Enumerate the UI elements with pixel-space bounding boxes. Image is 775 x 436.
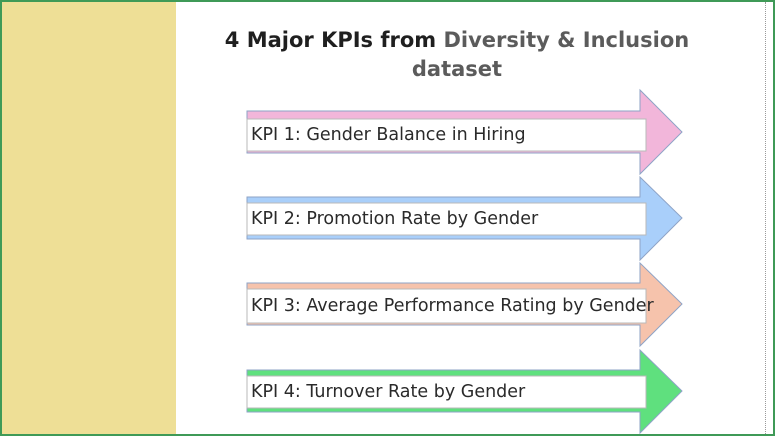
kpi-arrow-2 xyxy=(246,175,683,262)
title-accent: Diversity & Inclusion dataset xyxy=(411,28,690,81)
kpi-label-box-4 xyxy=(246,375,647,409)
kpi-label-2: KPI 2: Promotion Rate by Gender xyxy=(251,209,539,229)
kpi-arrow-1 xyxy=(246,88,683,176)
kpi-arrow-4 xyxy=(246,348,683,435)
kpi-label-box-2 xyxy=(246,202,647,236)
title-lead: 4 Major KPIs from xyxy=(224,28,444,52)
kpi-label-4: KPI 4: Turnover Rate by Gender xyxy=(251,382,526,402)
slide-title: 4 Major KPIs from Diversity & Inclusion … xyxy=(210,26,704,84)
kpi-label-3: KPI 3: Average Performance Rating by Gen… xyxy=(251,296,654,316)
dotted-edge-line xyxy=(765,2,766,434)
kpi-label-box-1 xyxy=(246,118,647,152)
kpi-label-1: KPI 1: Gender Balance in Hiring xyxy=(251,125,526,145)
kpi-arrow-3 xyxy=(246,261,683,348)
kpi-label-box-3 xyxy=(246,288,647,324)
left-color-band xyxy=(2,2,176,434)
